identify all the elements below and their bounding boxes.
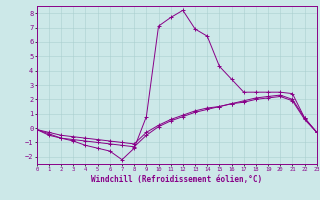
X-axis label: Windchill (Refroidissement éolien,°C): Windchill (Refroidissement éolien,°C) bbox=[91, 175, 262, 184]
